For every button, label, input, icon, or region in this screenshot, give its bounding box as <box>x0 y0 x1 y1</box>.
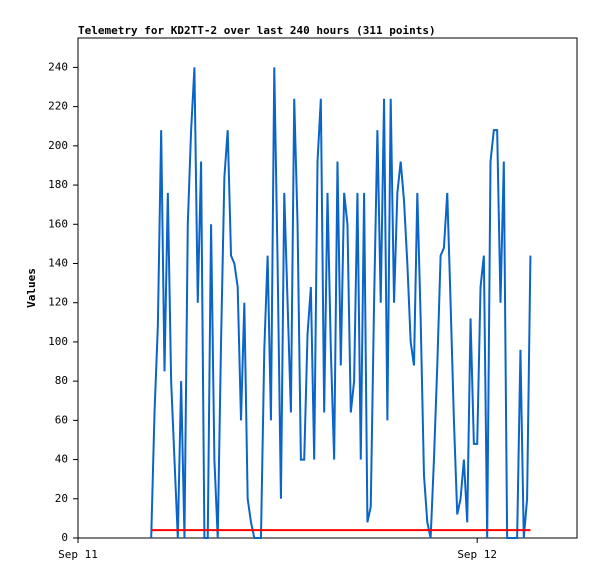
y-tick-label: 240 <box>48 60 68 73</box>
x-tick-label: Sep 12 <box>457 548 497 561</box>
y-axis-label: Values <box>25 268 38 308</box>
y-tick-label: 200 <box>48 139 68 152</box>
data-line <box>150 67 532 539</box>
plot-frame <box>77 37 578 539</box>
chart-title: Telemetry for KD2TT-2 over last 240 hour… <box>78 24 436 37</box>
y-tick-label: 140 <box>48 256 68 269</box>
y-tick-label: 120 <box>48 296 68 309</box>
y-tick-label: 60 <box>55 413 68 426</box>
x-tick-label: Sep 11 <box>58 548 98 561</box>
y-tick-label: 40 <box>55 453 68 466</box>
y-tick-label: 220 <box>48 100 68 113</box>
y-tick-label: 80 <box>55 374 68 387</box>
y-tick-label: 20 <box>55 492 68 505</box>
y-tick-label: 180 <box>48 178 68 191</box>
y-tick-label: 100 <box>48 335 68 348</box>
y-tick-label: 160 <box>48 217 68 230</box>
y-tick-label: 0 <box>61 531 68 544</box>
